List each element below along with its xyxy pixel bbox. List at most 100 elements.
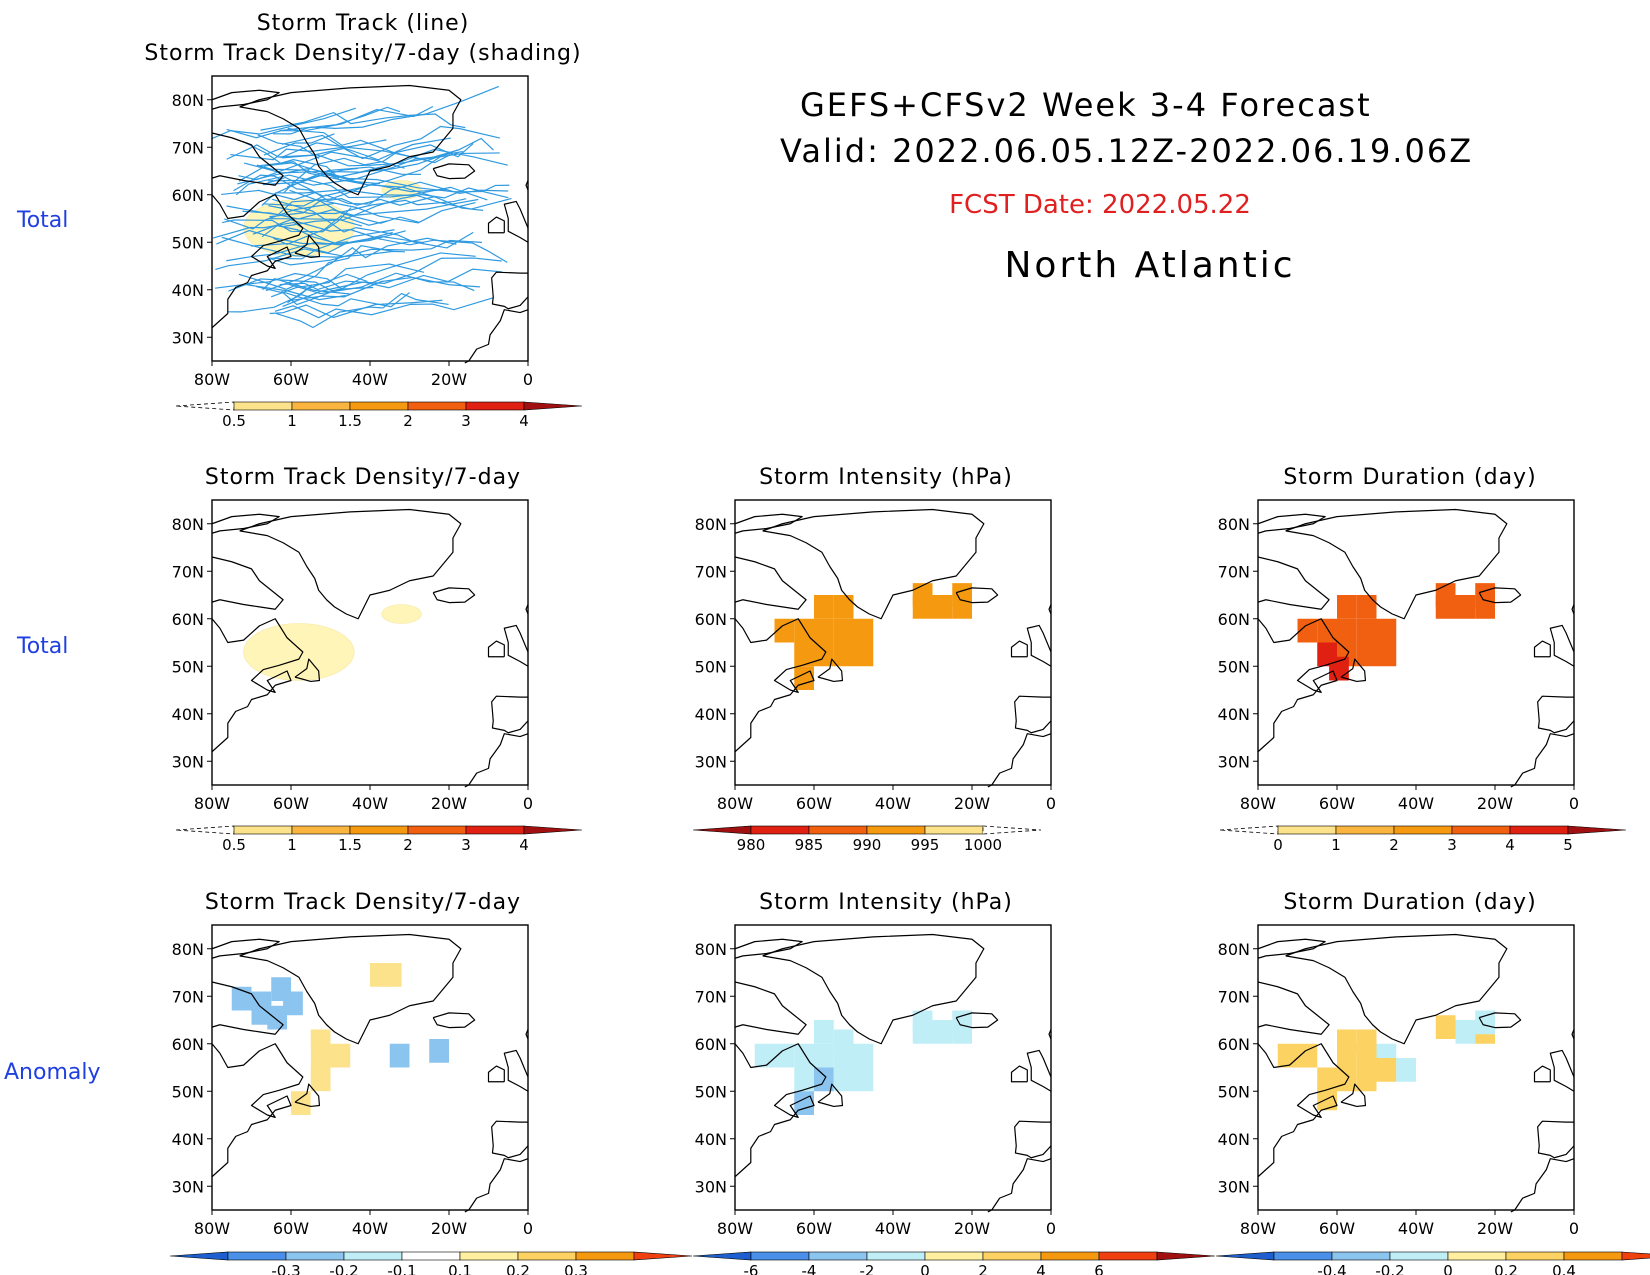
density_anom-colorbar-seg-7 <box>575 1251 635 1261</box>
density_anom-cell-13 <box>330 1043 351 1068</box>
duration_total-lat-label-1: 70N <box>1218 562 1250 581</box>
intensity_total-cell-15 <box>912 583 933 607</box>
intensity_total-cell-7 <box>794 642 814 667</box>
intensity_total-lon-label-0: 80W <box>717 794 753 813</box>
track-storm-track-20 <box>258 156 441 186</box>
intensity_anom-colorbar-label-5: 4 <box>1036 1262 1046 1275</box>
density_anom-cell-22 <box>271 1091 291 1115</box>
intensity_anom-colorbar-label-4: 2 <box>978 1262 988 1275</box>
density_total-lat-label-4: 40N <box>172 705 204 724</box>
track-coastline-4 <box>294 234 321 259</box>
intensity_total-lat-label-3: 50N <box>695 657 727 676</box>
intensity_total-colorbar-seg-2 <box>808 825 868 835</box>
track-storm-track-50 <box>224 202 335 230</box>
density_anom-cell-18 <box>271 1067 291 1092</box>
track-storm-track-63 <box>226 183 447 216</box>
panel-density_anom: 80N 70N 60N 50N 40N 30N 80W 60W 40W 20W 0 -0.3 -0.2 -… <box>169 924 693 1275</box>
duration_total-lon-label-1: 60W <box>1319 794 1355 813</box>
density_anom-cell-30 <box>429 1077 449 1101</box>
track-storm-track-51 <box>242 140 340 179</box>
density_total-coastline-1 <box>211 556 284 610</box>
track-colorbar-seg-2 <box>291 401 351 411</box>
track-storm-track-46 <box>226 128 451 164</box>
intensity_total-colorbar-seg-0 <box>692 825 752 835</box>
track-lat-label-4: 40N <box>172 281 204 300</box>
track-storm-track-61 <box>269 299 443 319</box>
track-storm-track-59 <box>275 292 449 329</box>
density_anom-colorbar-seg-5 <box>459 1251 519 1261</box>
density_anom-coastline-5 <box>432 1012 476 1029</box>
intensity_anom-lat-label-0: 80N <box>695 940 727 959</box>
track-lat-label-0: 80N <box>172 91 204 110</box>
panel-title-density-total: Storm Track Density/7-day <box>204 465 522 490</box>
intensity_anom-coastline-6 <box>1026 1049 1052 1092</box>
track-colorbar-seg-6 <box>523 401 583 411</box>
intensity_anom-coastline-10 <box>987 1158 1052 1213</box>
track-storm-track-41 <box>264 176 435 206</box>
duration_anom-cell-10 <box>1376 1058 1397 1082</box>
track-storm-track-64 <box>279 257 502 291</box>
fcst-date: FCST Date: 2022.05.22 <box>949 190 1251 220</box>
intensity_anom-lat-label-1: 70N <box>695 987 727 1006</box>
intensity_total-colorbar-label-3: 995 <box>911 836 940 854</box>
density_total-lat-label-2: 60N <box>172 610 204 629</box>
duration_total-lat-label-0: 80N <box>1218 515 1250 534</box>
intensity_anom-colorbar-label-0: -6 <box>744 1262 759 1275</box>
density_total-colorbar-label-5: 4 <box>519 836 529 854</box>
density_anom-cell-29 <box>409 1067 430 1092</box>
density_total-coastline-9 <box>491 695 529 734</box>
duration_anom-lon-label-3: 20W <box>1477 1219 1513 1238</box>
track-storm-track-12 <box>272 198 474 249</box>
intensity_total-lon-label-2: 40W <box>875 794 911 813</box>
density_anom-colorbar-label-1: -0.2 <box>329 1262 358 1275</box>
density_total-colorbar-label-0: 0.5 <box>222 836 246 854</box>
density_anom-coastline-3 <box>211 1043 304 1178</box>
duration_total-coastline-4 <box>1340 658 1367 683</box>
intensity_total-colorbar-label-4: 1000 <box>964 836 1002 854</box>
intensity_total-colorbar-seg-4 <box>924 825 984 835</box>
duration_total-lat-label-5: 30N <box>1218 752 1250 771</box>
density_anom-cell-10 <box>409 963 430 987</box>
density_anom-cell-9 <box>370 963 390 987</box>
intensity_anom-colorbar-seg-0 <box>692 1251 752 1261</box>
duration_total-coastline-1 <box>1257 556 1330 610</box>
intensity_total-lon-label-4: 0 <box>1046 794 1056 813</box>
duration_total-coastline-5 <box>1478 587 1522 604</box>
track-coastline-6 <box>503 200 529 243</box>
intensity_anom-lon-label-3: 20W <box>954 1219 990 1238</box>
intensity_anom-cell-1 <box>774 1043 795 1068</box>
density_total-density-blob-1 <box>381 604 422 624</box>
duration_anom-colorbar-label-4: 0.4 <box>1552 1262 1576 1275</box>
density_total-lon-label-1: 60W <box>273 794 309 813</box>
intensity_anom-lat-label-5: 30N <box>695 1177 727 1196</box>
intensity_total-colorbar-label-0: 980 <box>737 836 766 854</box>
density_total-colorbar-seg-5 <box>465 825 525 835</box>
density_anom-cell-26 <box>310 1115 331 1139</box>
density_total-colorbar-seg-6 <box>523 825 583 835</box>
duration_anom-colorbar-label-1: -0.2 <box>1375 1262 1404 1275</box>
density_anom-lon-label-0: 80W <box>194 1219 230 1238</box>
intensity_total-cell-5 <box>814 595 834 619</box>
density_total-lon-label-4: 0 <box>523 794 533 813</box>
duration_total-colorbar-seg-4 <box>1451 825 1511 835</box>
track-storm-track-69 <box>289 276 480 302</box>
duration_anom-lon-label-2: 40W <box>1398 1219 1434 1238</box>
intensity_anom-lon-label-4: 0 <box>1046 1219 1056 1238</box>
intensity_total-cell-0 <box>774 618 795 643</box>
intensity_total-lat-label-2: 60N <box>695 610 727 629</box>
track-storm-track-22 <box>287 273 368 304</box>
intensity_total-cell-10 <box>853 642 874 667</box>
track-storm-track-66 <box>221 236 405 258</box>
duration_total-coastline-6 <box>1549 624 1575 667</box>
duration_total-coastline-10 <box>1510 733 1575 788</box>
track-storm-track-15 <box>279 85 500 132</box>
intensity_total-lat-label-5: 30N <box>695 752 727 771</box>
intensity_anom-colorbar-seg-8 <box>1156 1251 1216 1261</box>
density_anom-lat-label-2: 60N <box>172 1035 204 1054</box>
intensity_anom-cell-0 <box>754 1043 775 1068</box>
track-lon-label-2: 40W <box>352 370 388 389</box>
intensity_anom-lat-label-4: 40N <box>695 1130 727 1149</box>
track-colorbar-label-3: 2 <box>403 412 413 430</box>
panel-title-density-anom: Storm Track Density/7-day <box>204 890 522 915</box>
density_anom-cell-24 <box>310 1091 331 1115</box>
